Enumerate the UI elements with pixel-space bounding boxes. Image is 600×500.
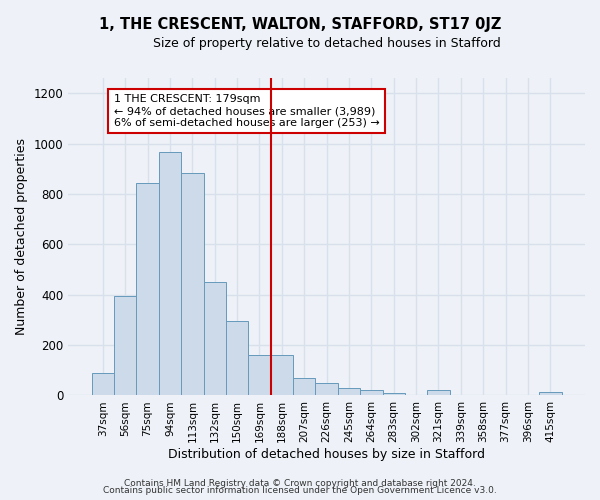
Bar [159, 152, 181, 396]
Bar [203, 282, 226, 396]
Bar [338, 388, 360, 396]
Bar [226, 321, 248, 396]
Title: Size of property relative to detached houses in Stafford: Size of property relative to detached ho… [153, 38, 500, 51]
Text: Contains HM Land Registry data © Crown copyright and database right 2024.: Contains HM Land Registry data © Crown c… [124, 478, 476, 488]
Bar [316, 383, 338, 396]
Bar [181, 172, 203, 396]
Bar [92, 373, 114, 396]
Y-axis label: Number of detached properties: Number of detached properties [15, 138, 28, 336]
Text: Contains public sector information licensed under the Open Government Licence v3: Contains public sector information licen… [103, 486, 497, 495]
Bar [248, 355, 271, 396]
Bar [271, 355, 293, 396]
Text: 1 THE CRESCENT: 179sqm
← 94% of detached houses are smaller (3,989)
6% of semi-d: 1 THE CRESCENT: 179sqm ← 94% of detached… [114, 94, 380, 128]
Bar [383, 393, 405, 396]
Bar [114, 296, 136, 396]
Bar [427, 390, 449, 396]
Bar [293, 378, 316, 396]
Text: 1, THE CRESCENT, WALTON, STAFFORD, ST17 0JZ: 1, THE CRESCENT, WALTON, STAFFORD, ST17 … [99, 18, 501, 32]
Bar [360, 390, 383, 396]
Bar [539, 392, 562, 396]
Bar [136, 182, 159, 396]
X-axis label: Distribution of detached houses by size in Stafford: Distribution of detached houses by size … [168, 448, 485, 461]
